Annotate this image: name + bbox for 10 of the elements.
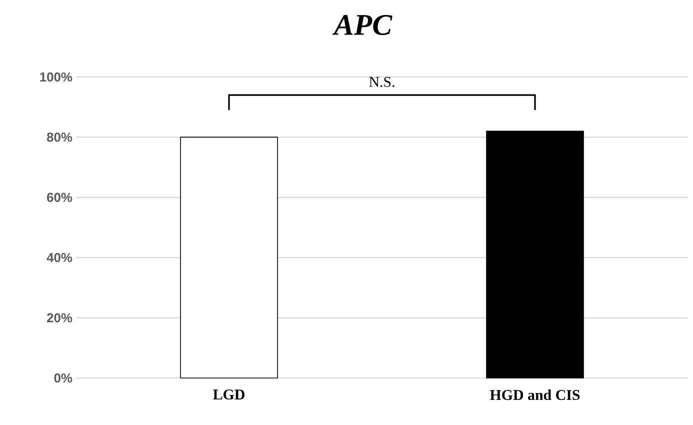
y-tick-label: 0% [54, 373, 72, 383]
annotation: N.S. [369, 76, 394, 88]
y-tick-label: 60% [47, 192, 72, 202]
x-tick-label: LGD [213, 390, 244, 400]
y-tick-label: 40% [46, 253, 72, 262]
y-tick-label: 80% [46, 132, 72, 142]
chart-title: APC [332, 14, 392, 36]
x-tick-label: HGD and CIS [490, 390, 580, 400]
y-tick-label: 20% [47, 313, 72, 322]
y-tick-label: 100% [40, 72, 72, 82]
